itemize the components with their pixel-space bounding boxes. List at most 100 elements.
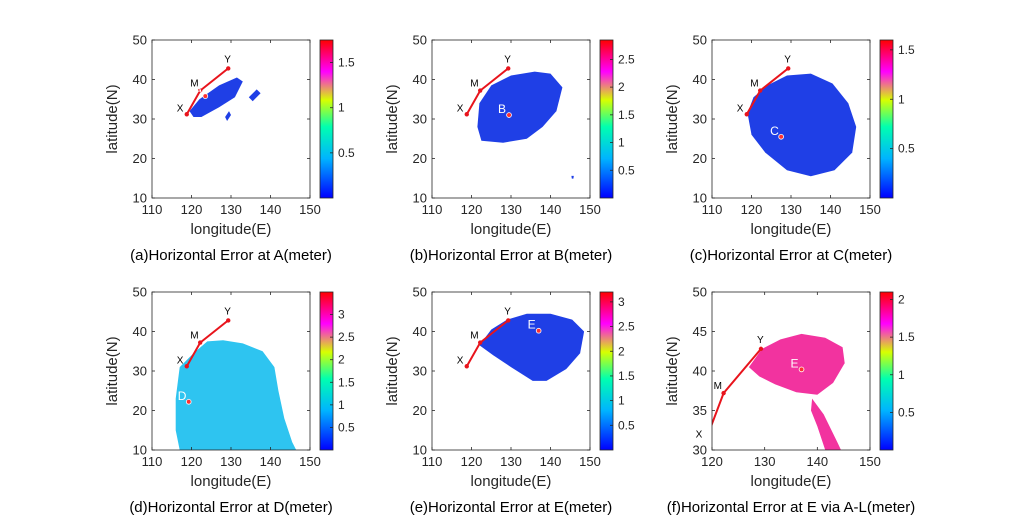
- route-point-y: [758, 346, 764, 352]
- route-point-y: [226, 318, 231, 323]
- x-axis-label: longitude(E): [471, 221, 552, 238]
- y-tick-label: 30: [133, 112, 147, 127]
- target-label: A: [194, 83, 202, 97]
- route-label-x: X: [177, 355, 184, 366]
- y-tick-label: 50: [413, 285, 427, 300]
- y-axis-label: latitude(N): [104, 84, 121, 153]
- x-tick-label: 140: [806, 454, 828, 469]
- colorbar: [599, 39, 614, 199]
- colorbar: [319, 39, 334, 199]
- route-label-m: M: [750, 79, 758, 90]
- y-tick-label: 40: [693, 72, 707, 87]
- data-layer: [184, 66, 261, 121]
- colorbar-tick-label: 2: [338, 353, 345, 367]
- panel-a: X M Y A 110 120 130 140 150 10 20 30 40 50 longitude(E…: [104, 33, 355, 265]
- x-tick-label: 120: [741, 202, 763, 217]
- y-tick-label: 20: [133, 403, 147, 418]
- y-tick-label: 40: [413, 324, 427, 339]
- route-point-y: [226, 66, 231, 71]
- route-point-m: [477, 340, 483, 345]
- route-point-x: [184, 364, 189, 369]
- panel-caption: (d)Horizontal Error at D(meter): [129, 499, 332, 516]
- x-axis-label: longitude(E): [191, 221, 272, 238]
- data-layer: [175, 318, 297, 450]
- route-point-y: [506, 66, 511, 71]
- target-marker: [535, 327, 542, 334]
- y-tick-label: 45: [693, 324, 707, 339]
- route-point-m: [721, 390, 726, 396]
- route-label-y: Y: [224, 54, 231, 65]
- x-tick-label: 140: [820, 202, 842, 217]
- y-tick-label: 35: [693, 403, 707, 418]
- y-tick-label: 40: [413, 72, 427, 87]
- colorbar: [319, 291, 334, 451]
- x-tick-label: 110: [422, 454, 443, 469]
- x-tick-label: 150: [299, 202, 321, 217]
- y-tick-label: 20: [133, 151, 147, 166]
- route-label-m: M: [190, 331, 198, 342]
- panel-d: X M Y D 110 120 130 140 150 10 20 30 40 50 longitude(E…: [104, 285, 355, 517]
- x-axis-label: longitude(E): [751, 473, 832, 490]
- route-label-y: Y: [784, 54, 791, 65]
- data-layer: [464, 66, 574, 179]
- panel-e: X M Y E 110 120 130 140 150 10 20 30 40 50 longitude(E…: [384, 285, 635, 517]
- route-point-y: [506, 318, 511, 323]
- x-tick-label: 140: [260, 202, 282, 217]
- error-region: [175, 340, 297, 450]
- x-tick-label: 150: [579, 454, 601, 469]
- y-tick-label: 50: [693, 33, 707, 48]
- error-region-fragment-1: [571, 175, 574, 179]
- error-region: [748, 333, 845, 395]
- x-axis-label: longitude(E): [191, 473, 272, 490]
- route-label-y: Y: [224, 306, 231, 317]
- x-tick-label: 150: [859, 202, 881, 217]
- route-point-m: [197, 88, 203, 93]
- y-tick-label: 30: [693, 112, 707, 127]
- panel-caption: (f)Horizontal Error at E via A-L(meter): [667, 499, 915, 516]
- y-tick-label: 30: [413, 364, 427, 379]
- x-tick-label: 140: [540, 202, 562, 217]
- error-region: [747, 73, 857, 177]
- colorbar-tick-label: 1: [618, 136, 625, 150]
- colorbar-tick-label: 3: [618, 295, 625, 309]
- colorbar-tick-label: 0.5: [618, 163, 635, 177]
- data-layer: [712, 333, 845, 450]
- y-tick-label: 10: [413, 191, 427, 206]
- error-region: [189, 77, 243, 117]
- y-tick-label: 50: [693, 285, 707, 300]
- panel-b: X M Y B 110 120 130 140 150 10 20 30 40 50 longitude(E…: [384, 33, 635, 265]
- x-tick-label: 120: [181, 454, 203, 469]
- x-tick-label: 120: [701, 454, 723, 469]
- x-tick-label: 120: [181, 202, 203, 217]
- colorbar-tick-label: 1: [898, 92, 905, 106]
- route-label-x: X: [457, 103, 464, 114]
- colorbar-tick-label: 1: [338, 398, 345, 412]
- x-tick-label: 150: [579, 202, 601, 217]
- colorbar: [879, 291, 894, 451]
- colorbar-tick-label: 2.5: [618, 52, 635, 66]
- route-label-x: X: [457, 355, 464, 366]
- panel-caption: (b)Horizontal Error at B(meter): [410, 247, 613, 264]
- target-label: E: [528, 318, 536, 332]
- colorbar-tick-label: 2.5: [618, 320, 635, 334]
- route-point-m: [757, 88, 763, 93]
- plot-area: [432, 292, 590, 450]
- panel-f: X M Y E 120 130 140 150 30 35 40 45 50 longitude(E) la…: [664, 285, 915, 517]
- x-tick-label: 130: [220, 454, 242, 469]
- error-region: [477, 71, 563, 143]
- colorbar-tick-label: 2: [618, 344, 625, 358]
- target-marker: [506, 112, 512, 118]
- colorbar-tick-label: 1.5: [618, 108, 635, 122]
- y-axis-label: latitude(N): [104, 336, 121, 405]
- y-tick-label: 30: [133, 364, 147, 379]
- colorbar-tick-label: 2.5: [338, 330, 355, 344]
- y-tick-label: 20: [413, 151, 427, 166]
- colorbar: [879, 39, 894, 199]
- colorbar-tick-label: 1: [618, 394, 625, 408]
- route-label-y: Y: [504, 54, 511, 65]
- y-tick-label: 50: [133, 33, 147, 48]
- panel-caption: (a)Horizontal Error at A(meter): [130, 247, 332, 264]
- target-label: B: [498, 102, 506, 116]
- plot-area: [152, 40, 310, 198]
